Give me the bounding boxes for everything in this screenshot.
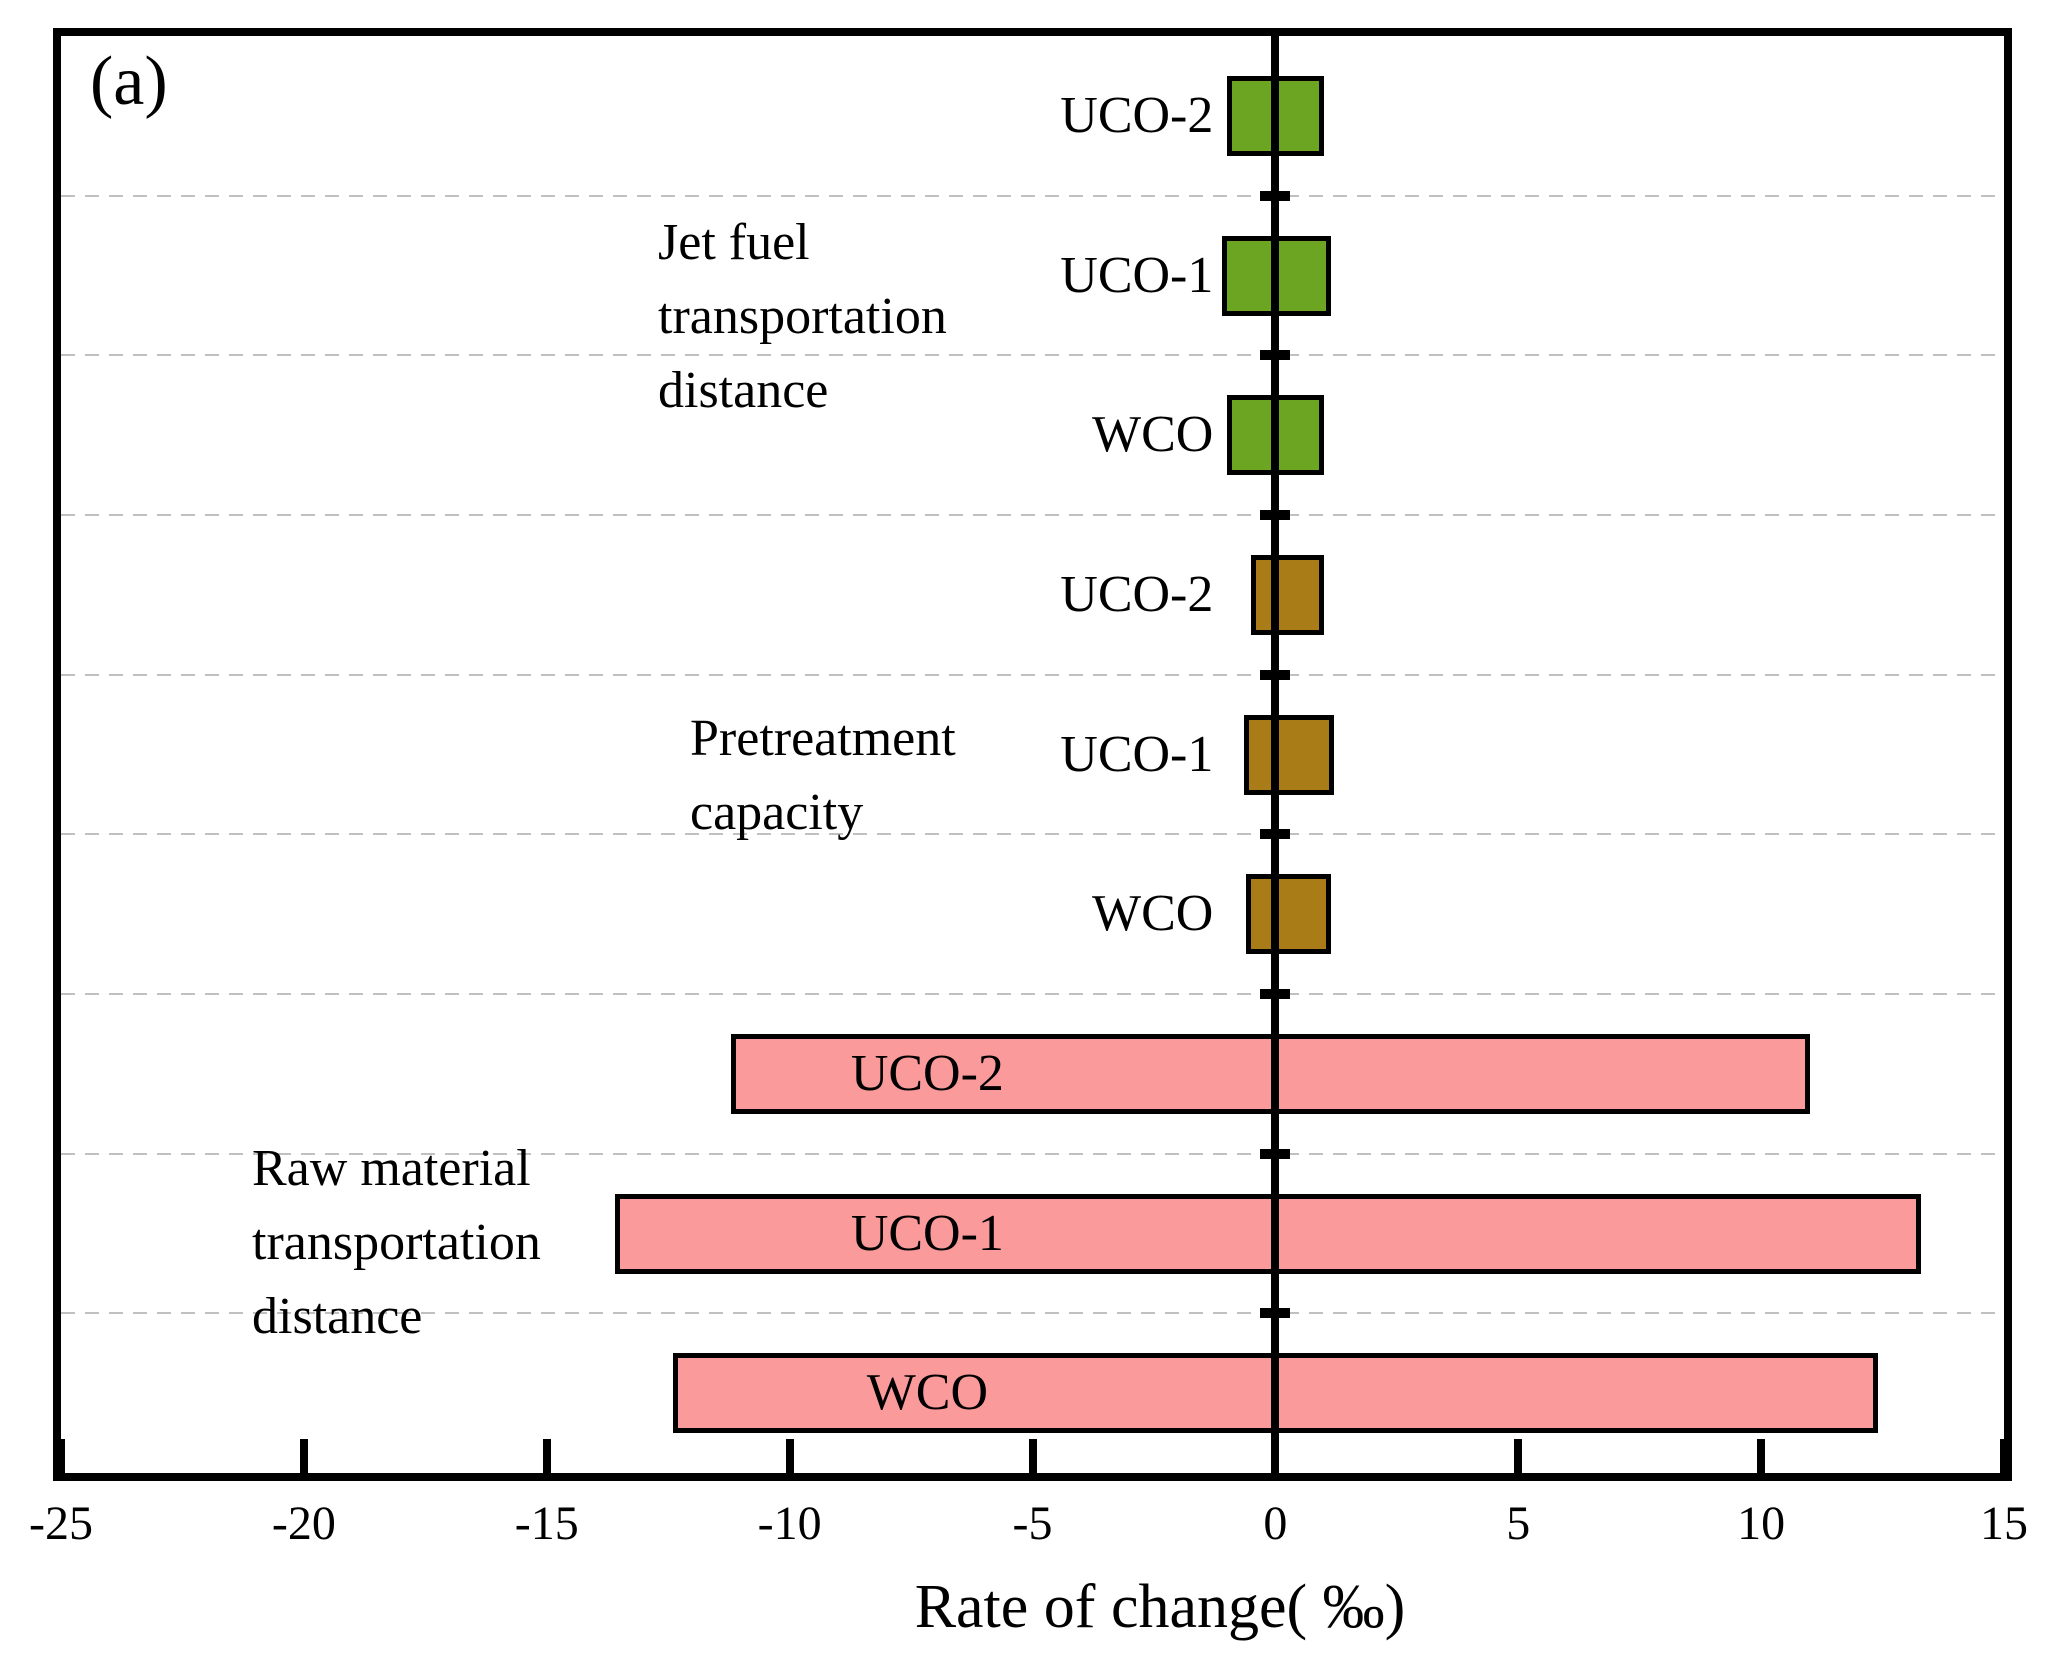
zero-axis-tick [1260,190,1291,201]
gridline [61,354,2004,357]
x-tick-label: 5 [1506,1497,1531,1550]
gridline [61,514,2004,516]
group-label-pretreatment-capacity: Pretreatment capacity [690,702,956,850]
x-tick-label: -15 [514,1497,579,1550]
panel-label: (a) [90,43,168,120]
zero-axis-tick [1260,1308,1291,1319]
gridline [61,833,2004,836]
bar-label-uco-2: UCO-2 [850,1044,1004,1102]
x-axis-tick [542,1439,551,1473]
group-label-line: distance [658,362,829,419]
x-axis-tick [1271,1439,1280,1473]
x-axis-title: Rate of change( ‰) [914,1573,1406,1641]
group-label-jet-fuel-transportation-distance: Jet fuel transportation distance [658,206,947,428]
bar-raw-material-transportation-distance-uco-1 [614,1193,1922,1274]
x-tick-label: -5 [1012,1497,1053,1550]
bar-label-uco-1: UCO-1 [1060,725,1214,783]
group-label-line: Jet fuel [658,214,810,271]
x-tick-label: -10 [757,1497,822,1550]
x-axis-tick [1028,1439,1037,1473]
zero-axis-tick [1260,350,1291,361]
x-axis-tick [2000,1439,2008,1473]
x-tick-label: -25 [29,1497,93,1550]
x-axis-tick [299,1439,308,1473]
bar-label-wco: WCO [866,1364,989,1422]
x-axis-tick [1757,1439,1766,1473]
bar-raw-material-transportation-distance-uco-2 [731,1033,1810,1114]
x-tick-label: 15 [1980,1497,2028,1550]
plot-area: UCO-2 UCO-1 WCO UCO-2 UCO-1 WCO UCO-2 UCO-1 WCO J… [53,28,2012,1481]
bar-pretreatment-capacity-uco-1 [1243,714,1334,795]
group-label-line: transportation [658,288,947,345]
gridline [61,673,2004,676]
zero-axis-tick [1260,669,1291,680]
bar-label-uco-2: UCO-2 [1060,86,1214,144]
group-label-line: capacity [690,784,864,841]
gridline [61,1312,2004,1315]
zero-reference-line [1271,36,1280,1473]
bar-label-uco-1: UCO-1 [1060,246,1214,304]
x-tick-label: 10 [1737,1497,1786,1550]
gridline [61,1152,2004,1155]
zero-axis-tick [1260,989,1291,999]
x-axis-tick [57,1439,65,1473]
gridline [61,194,2004,197]
bar-label-uco-2: UCO-2 [1060,565,1214,623]
group-label-line: Raw material [252,1140,531,1197]
x-axis-tick [1514,1439,1523,1473]
bar-label-uco-1: UCO-1 [850,1204,1004,1262]
bar-pretreatment-capacity-uco-2 [1251,554,1324,635]
bar-pretreatment-capacity-wco [1246,874,1332,955]
x-axis-tick [785,1439,794,1473]
zero-axis-tick [1260,1148,1291,1159]
group-label-line: distance [252,1288,423,1345]
group-label-line: transportation [252,1214,541,1271]
gridline [61,993,2004,995]
bar-label-wco: WCO [1092,885,1214,943]
bar-label-wco: WCO [1092,406,1214,464]
x-tick-label: 0 [1263,1497,1288,1550]
zero-axis-tick [1260,510,1291,520]
group-label-line: Pretreatment [690,710,956,767]
zero-axis-tick [1260,829,1291,840]
group-label-raw-material-transportation-distance: Raw material transportation distance [252,1132,541,1354]
x-tick-label: -20 [271,1497,336,1550]
